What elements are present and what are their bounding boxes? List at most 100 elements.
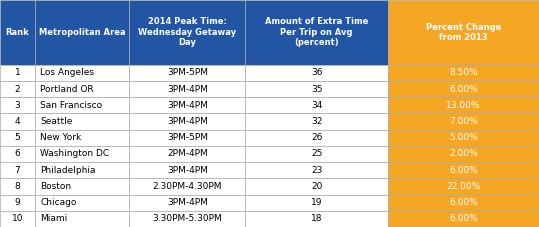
Text: 2014 Peak Time:
Wednesday Getaway
Day: 2014 Peak Time: Wednesday Getaway Day	[138, 17, 237, 47]
Bar	[35, 178, 129, 195]
Bar	[35, 162, 129, 178]
Bar	[245, 195, 388, 211]
Text: 7: 7	[15, 166, 20, 175]
Text: 20: 20	[311, 182, 322, 191]
Text: 36: 36	[311, 68, 322, 77]
Bar	[129, 0, 245, 65]
Text: 23: 23	[311, 166, 322, 175]
Bar	[35, 130, 129, 146]
Bar	[388, 130, 539, 146]
Bar	[35, 146, 129, 162]
Text: 6.00%: 6.00%	[449, 166, 478, 175]
Text: 5: 5	[15, 133, 20, 142]
Bar	[0, 65, 35, 81]
Text: San Francisco: San Francisco	[40, 101, 102, 110]
Bar	[388, 65, 539, 81]
Bar	[388, 195, 539, 211]
Bar	[245, 0, 388, 65]
Bar	[388, 97, 539, 113]
Bar	[388, 113, 539, 130]
Bar	[35, 211, 129, 227]
Text: Amount of Extra Time
Per Trip on Avg
(percent): Amount of Extra Time Per Trip on Avg (pe…	[265, 17, 368, 47]
Bar	[129, 211, 245, 227]
Bar	[129, 195, 245, 211]
Text: 3PM-4PM: 3PM-4PM	[167, 166, 208, 175]
Text: Washington DC: Washington DC	[40, 149, 109, 158]
Bar	[245, 211, 388, 227]
Bar	[0, 162, 35, 178]
Text: 6.00%: 6.00%	[449, 198, 478, 207]
Bar	[388, 146, 539, 162]
Bar	[129, 178, 245, 195]
Bar	[0, 130, 35, 146]
Text: Portland OR: Portland OR	[40, 84, 94, 94]
Text: 2.30PM-4.30PM: 2.30PM-4.30PM	[153, 182, 222, 191]
Bar	[0, 113, 35, 130]
Bar	[0, 178, 35, 195]
Text: 6.00%: 6.00%	[449, 214, 478, 223]
Bar	[129, 162, 245, 178]
Text: 3PM-5PM: 3PM-5PM	[167, 133, 208, 142]
Bar	[245, 81, 388, 97]
Text: 35: 35	[311, 84, 322, 94]
Bar	[0, 0, 35, 65]
Text: 3PM-5PM: 3PM-5PM	[167, 68, 208, 77]
Bar	[388, 0, 539, 65]
Text: 3: 3	[15, 101, 20, 110]
Text: 1: 1	[15, 68, 20, 77]
Text: 3PM-4PM: 3PM-4PM	[167, 84, 208, 94]
Text: 2: 2	[15, 84, 20, 94]
Text: Rank: Rank	[5, 28, 30, 37]
Bar	[129, 113, 245, 130]
Text: 25: 25	[311, 149, 322, 158]
Bar	[388, 81, 539, 97]
Text: 18: 18	[311, 214, 322, 223]
Bar	[245, 146, 388, 162]
Text: 32: 32	[311, 117, 322, 126]
Bar	[0, 195, 35, 211]
Text: 4: 4	[15, 117, 20, 126]
Text: 13.00%: 13.00%	[446, 101, 481, 110]
Bar	[129, 130, 245, 146]
Bar	[35, 113, 129, 130]
Bar	[35, 0, 129, 65]
Bar	[245, 130, 388, 146]
Text: Philadelphia: Philadelphia	[40, 166, 96, 175]
Text: 8.50%: 8.50%	[449, 68, 478, 77]
Text: 5.00%: 5.00%	[449, 133, 478, 142]
Bar	[0, 97, 35, 113]
Text: 7.00%: 7.00%	[449, 117, 478, 126]
Bar	[129, 146, 245, 162]
Bar	[0, 81, 35, 97]
Bar	[245, 65, 388, 81]
Text: 3.30PM-5.30PM: 3.30PM-5.30PM	[153, 214, 222, 223]
Text: 26: 26	[311, 133, 322, 142]
Text: Metropolitan Area: Metropolitan Area	[39, 28, 126, 37]
Text: 8: 8	[15, 182, 20, 191]
Text: 3PM-4PM: 3PM-4PM	[167, 117, 208, 126]
Bar	[0, 211, 35, 227]
Bar	[129, 81, 245, 97]
Bar	[35, 195, 129, 211]
Text: 6: 6	[15, 149, 20, 158]
Bar	[388, 162, 539, 178]
Text: Chicago: Chicago	[40, 198, 77, 207]
Text: 22.00%: 22.00%	[446, 182, 481, 191]
Text: Los Angeles: Los Angeles	[40, 68, 94, 77]
Bar	[35, 65, 129, 81]
Bar	[129, 65, 245, 81]
Text: 3PM-4PM: 3PM-4PM	[167, 101, 208, 110]
Bar	[35, 81, 129, 97]
Text: 10: 10	[12, 214, 23, 223]
Bar	[245, 162, 388, 178]
Bar	[388, 211, 539, 227]
Text: 2.00%: 2.00%	[449, 149, 478, 158]
Text: 2PM-4PM: 2PM-4PM	[167, 149, 208, 158]
Bar	[35, 97, 129, 113]
Bar	[388, 178, 539, 195]
Text: Miami: Miami	[40, 214, 68, 223]
Text: Percent Change
from 2013: Percent Change from 2013	[426, 23, 501, 42]
Text: 3PM-4PM: 3PM-4PM	[167, 198, 208, 207]
Text: 6.00%: 6.00%	[449, 84, 478, 94]
Text: 9: 9	[15, 198, 20, 207]
